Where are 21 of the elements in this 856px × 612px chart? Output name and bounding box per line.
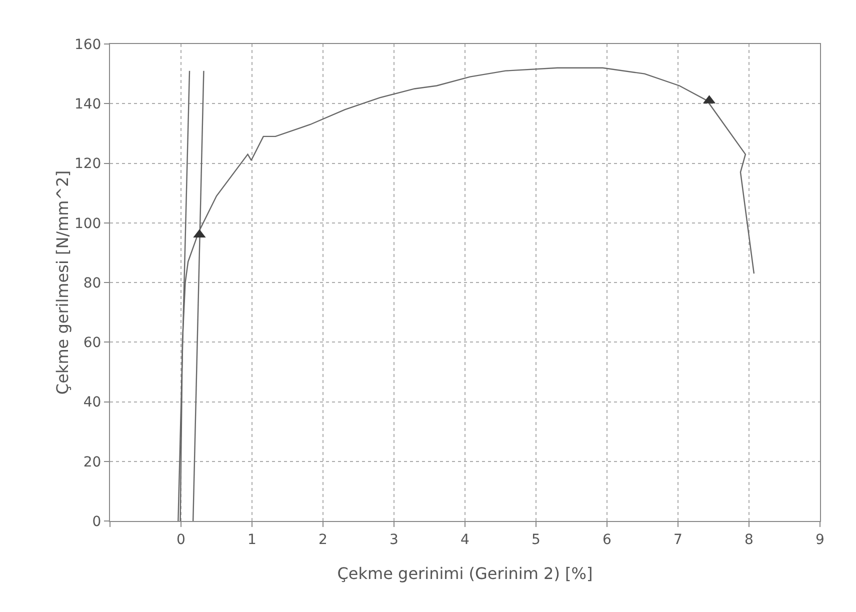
y-tick-label: 100 (74, 216, 102, 232)
y-tick-label: 160 (74, 36, 102, 53)
x-tick-label: 5 (532, 532, 540, 548)
y-tick-label: 40 (83, 394, 102, 411)
x-tick-label: 0 (176, 532, 186, 548)
x-tick-label: 9 (816, 532, 824, 548)
x-tick-label: 8 (744, 532, 754, 548)
x-tick-label: 3 (390, 532, 398, 548)
x-tick-label: 1 (248, 532, 256, 548)
y-tick-label: 60 (83, 335, 102, 352)
y-tick-label: 120 (74, 156, 102, 172)
y-tick-label: 20 (83, 454, 102, 470)
y-tick-label: 140 (74, 96, 102, 113)
x-tick-label: 4 (460, 532, 470, 548)
x-axis-title: Çekme gerinimi (Gerinim 2) [%] (337, 564, 593, 583)
x-tick-label: 6 (602, 532, 612, 548)
y-tick-label: 0 (92, 514, 102, 530)
y-axis-title: Çekme gerilmesi [N/mm^2] (53, 170, 72, 395)
x-tick-label: 2 (318, 532, 328, 548)
y-tick-label: 80 (83, 275, 102, 292)
x-tick-label: 7 (674, 532, 682, 548)
